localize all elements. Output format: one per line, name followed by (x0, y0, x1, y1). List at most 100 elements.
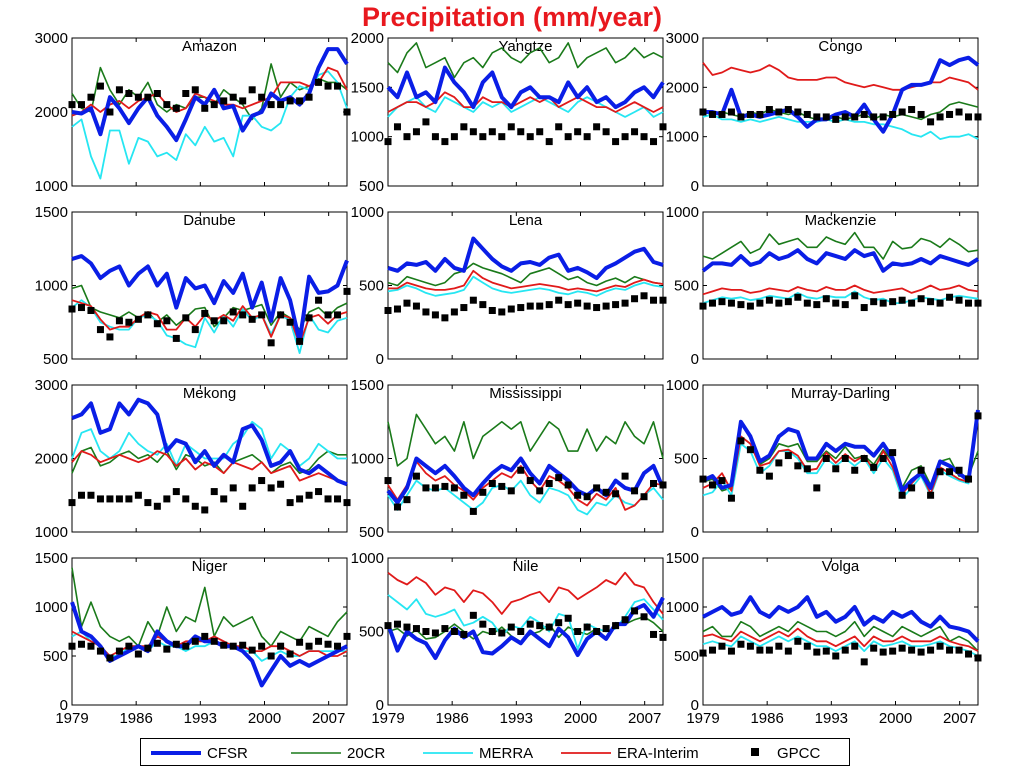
point-gpcc (765, 296, 773, 304)
point-gpcc (718, 110, 726, 118)
point-gpcc (115, 495, 123, 503)
point-gpcc (125, 90, 133, 97)
point-gpcc (507, 487, 515, 495)
point-gpcc (324, 495, 332, 503)
y-tick-label: 500 (359, 178, 384, 195)
point-gpcc (488, 479, 496, 487)
point-gpcc (756, 646, 764, 654)
point-gpcc (334, 495, 342, 503)
panel-volga: 0 500 1000 1500 1979 1986 1993 2000 2007 Volga (666, 550, 982, 727)
line-cfsr (71, 397, 348, 487)
point-gpcc (210, 101, 218, 109)
point-gpcc (479, 620, 487, 628)
point-gpcc (384, 138, 392, 146)
line-cfsr (701, 248, 980, 273)
point-gpcc (870, 113, 878, 121)
point-gpcc (737, 640, 745, 648)
point-gpcc (334, 642, 342, 650)
point-gpcc (813, 648, 821, 656)
point-gpcc (182, 495, 190, 503)
line-era-interim (388, 269, 664, 293)
line-cfsr (71, 254, 349, 344)
y-tick-label: 500 (359, 624, 384, 641)
point-gpcc (908, 106, 916, 114)
y-tick-label: 3000 (35, 30, 68, 47)
panel-frame (387, 384, 664, 533)
line-20cr (71, 567, 348, 648)
point-gpcc (851, 113, 859, 121)
point-gpcc (87, 93, 95, 101)
point-gpcc (955, 466, 963, 474)
point-gpcc (955, 646, 963, 654)
panel-title: Lena (509, 212, 543, 229)
point-gpcc (803, 110, 811, 118)
point-gpcc (229, 93, 237, 101)
point-gpcc (210, 317, 218, 325)
point-gpcc (965, 650, 973, 658)
y-tick-label: 0 (691, 351, 699, 368)
point-gpcc (115, 647, 123, 655)
point-gpcc (612, 138, 620, 146)
point-gpcc (555, 474, 563, 482)
point-gpcc (946, 293, 954, 301)
point-gpcc (602, 128, 610, 136)
y-tick-label: 1000 (351, 129, 384, 146)
panel-title: Mackenzie (805, 212, 877, 229)
point-gpcc (593, 628, 601, 635)
point-gpcc (784, 452, 792, 460)
point-gpcc (536, 487, 544, 495)
point-gpcc (248, 86, 256, 94)
point-gpcc (727, 647, 735, 655)
y-tick-label: 2000 (351, 30, 384, 47)
point-gpcc (564, 133, 572, 141)
legend-marker-gpcc (751, 748, 759, 756)
y-tick-label: 1000 (666, 129, 699, 146)
point-gpcc (699, 302, 707, 310)
point-gpcc (965, 475, 973, 483)
point-gpcc (870, 298, 878, 306)
point-gpcc (621, 616, 629, 624)
point-gpcc (134, 93, 142, 101)
line-cfsr (702, 409, 980, 493)
point-gpcc (974, 113, 982, 121)
point-gpcc (746, 446, 754, 454)
point-gpcc (220, 495, 228, 503)
point-gpcc (889, 647, 897, 655)
point-gpcc (296, 337, 304, 345)
point-gpcc (305, 491, 313, 499)
point-gpcc (794, 108, 802, 116)
point-gpcc (593, 304, 601, 312)
point-gpcc (488, 306, 496, 314)
point-gpcc (784, 106, 792, 114)
x-tick-label: 2000 (564, 710, 597, 727)
panel-title: Murray-Darling (791, 385, 890, 402)
point-gpcc (727, 299, 735, 307)
point-gpcc (517, 304, 525, 312)
point-gpcc (708, 646, 716, 654)
point-gpcc (841, 646, 849, 654)
point-gpcc (498, 133, 506, 141)
point-gpcc (422, 484, 430, 492)
point-gpcc (898, 644, 906, 652)
point-gpcc (908, 484, 916, 492)
point-gpcc (756, 110, 764, 118)
point-gpcc (201, 104, 209, 112)
line-merra (71, 299, 348, 355)
line-merra (702, 635, 979, 657)
point-gpcc (172, 104, 180, 112)
y-tick-label: 1500 (35, 204, 68, 221)
panel-lena: 0 500 1000 Lena (351, 204, 667, 368)
point-gpcc (898, 296, 906, 304)
panel-niger: 0 500 1000 1500 1979 1986 1993 2000 2007 Niger (35, 550, 351, 727)
point-gpcc (593, 123, 601, 131)
panel-title: Volga (822, 558, 860, 575)
point-gpcc (555, 619, 563, 627)
point-gpcc (775, 299, 783, 307)
point-gpcc (974, 299, 982, 307)
point-gpcc (343, 632, 351, 640)
legend-label-merra: MERRA (479, 745, 533, 762)
point-gpcc (746, 110, 754, 118)
point-gpcc (765, 646, 773, 654)
point-gpcc (403, 299, 411, 307)
